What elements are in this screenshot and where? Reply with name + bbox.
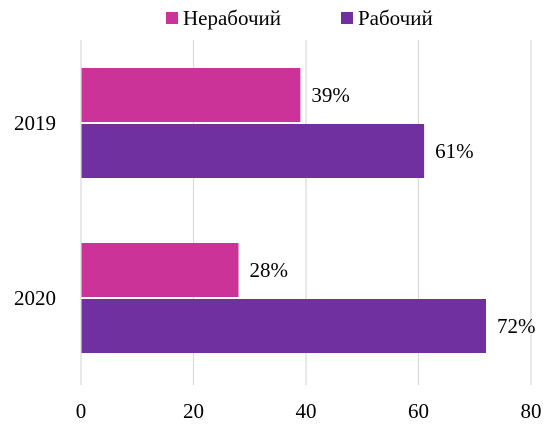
bars — [81, 68, 486, 353]
legend: Нерабочий Рабочий — [166, 6, 433, 30]
bar-2020-working — [81, 299, 486, 353]
legend-swatch-working — [341, 12, 353, 24]
data-label: 28% — [250, 258, 289, 282]
legend-label: Рабочий — [358, 6, 433, 30]
bar-2019-non-working — [81, 68, 301, 122]
x-tick-label: 60 — [408, 399, 429, 423]
data-label: 61% — [435, 139, 474, 163]
x-tick-label: 80 — [521, 399, 542, 423]
legend-swatch-non-working — [166, 12, 178, 24]
category-label: 2019 — [14, 111, 56, 135]
legend-label: Нерабочий — [183, 6, 281, 30]
bar-2019-working — [81, 124, 425, 178]
x-tick-label: 40 — [296, 399, 317, 423]
category-label: 2020 — [14, 286, 56, 310]
bar-2020-non-working — [81, 243, 239, 297]
data-label: 72% — [497, 314, 536, 338]
x-tick-label: 0 — [76, 399, 87, 423]
data-label: 39% — [311, 83, 350, 107]
x-tick-label: 20 — [183, 399, 204, 423]
axes: 0 20 40 60 80 2019 2020 — [14, 40, 542, 423]
data-labels: 39% 61% 28% 72% — [250, 83, 536, 338]
